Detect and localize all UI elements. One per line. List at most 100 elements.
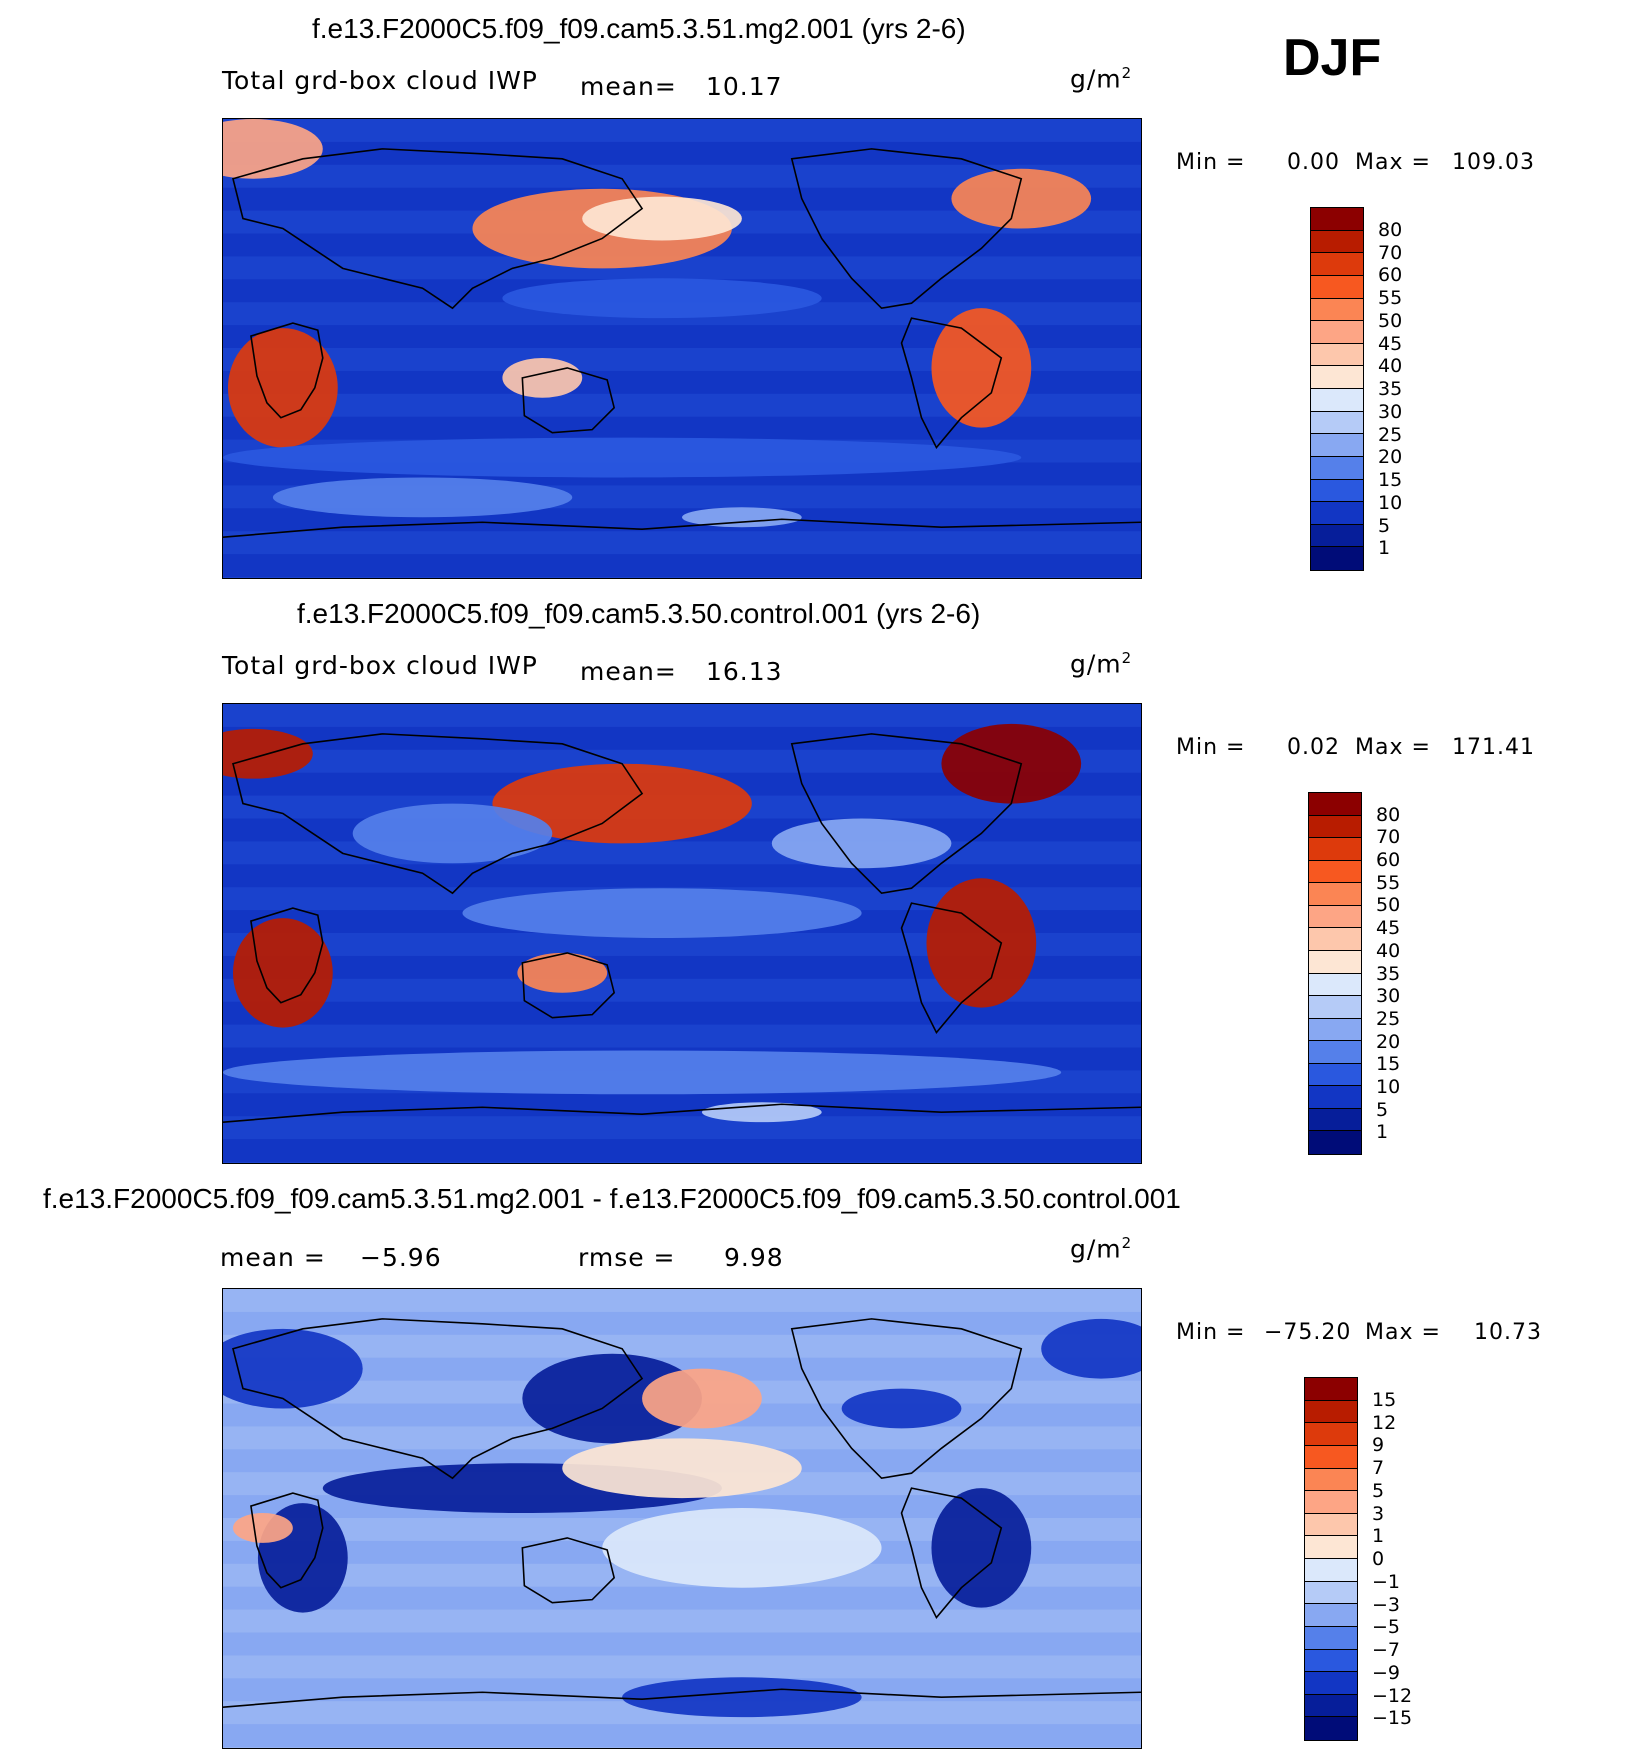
- colorbar-level-label: 1: [1372, 1525, 1385, 1548]
- panel-2-max-value: 171.41: [1452, 735, 1535, 760]
- colorbar-swatch: [1311, 479, 1363, 503]
- colorbar-swatch: [1311, 366, 1363, 389]
- panel-1-max-value: 109.03: [1452, 150, 1535, 175]
- map-field-band: [223, 749, 1141, 773]
- colorbar-swatch: [1305, 1626, 1357, 1650]
- colorbar-swatch: [1309, 905, 1361, 929]
- colorbar-swatch: [1309, 1108, 1361, 1132]
- coastline: [790, 733, 1023, 895]
- map-field-contour: [931, 1488, 1032, 1608]
- map-field-band: [223, 1162, 1141, 1163]
- map-field-contour: [771, 818, 952, 869]
- coastline: [521, 952, 616, 1019]
- map-field-contour: [517, 952, 608, 993]
- map-field-band: [223, 119, 1141, 142]
- colorbar-level-label: 70: [1378, 241, 1403, 264]
- map-field-band: [223, 164, 1141, 188]
- coastline: [223, 1103, 1141, 1123]
- map-field-contour: [272, 477, 573, 518]
- map-field-contour: [352, 803, 553, 864]
- colorbar-level-label: 35: [1376, 962, 1401, 985]
- panel-3-max-value: 10.73: [1474, 1320, 1542, 1345]
- map-field-contour: [502, 278, 822, 319]
- colorbar-level-label: 15: [1376, 1053, 1401, 1076]
- map-field-contour: [223, 437, 1022, 478]
- colorbar-swatch: [1311, 524, 1363, 548]
- colorbar-swatch: [1305, 1559, 1357, 1582]
- map-field-band: [223, 393, 1141, 417]
- map-field-band: [223, 531, 1141, 555]
- colorbar-swatch: [1309, 815, 1361, 839]
- coastline: [790, 148, 1023, 310]
- colorbar-level-label: 60: [1376, 849, 1401, 872]
- coastline: [521, 367, 616, 434]
- map-field-band: [223, 978, 1141, 1002]
- coastline: [900, 902, 1003, 1035]
- colorbar-level-label: 15: [1378, 469, 1403, 491]
- colorbar-swatch: [1305, 1604, 1357, 1627]
- colorbar-level-label: 20: [1378, 446, 1403, 469]
- colorbar-level-label: 10: [1376, 1075, 1401, 1098]
- map-field-contour: [951, 168, 1092, 229]
- colorbar-level-label: 15: [1372, 1388, 1397, 1411]
- map-field-contour: [223, 1050, 1062, 1095]
- colorbar-level-label: 3: [1372, 1502, 1385, 1525]
- colorbar-swatch: [1309, 793, 1361, 816]
- panel-1-units: g/m2: [1070, 64, 1133, 94]
- map-field-contour: [642, 1368, 762, 1429]
- colorbar-swatch: [1311, 321, 1363, 344]
- panel-2-max-label: Max =: [1355, 735, 1431, 760]
- map-field-contour: [682, 507, 802, 528]
- colorbar-level-label: 55: [1378, 287, 1403, 309]
- panel-3-min-value: −75.20: [1264, 1320, 1352, 1345]
- colorbar-level-label: −9: [1372, 1661, 1401, 1684]
- panel-3-min-label: Min =: [1176, 1320, 1246, 1345]
- colorbar-swatch: [1305, 1513, 1357, 1537]
- colorbar-swatch: [1309, 1131, 1361, 1154]
- map-field-band: [223, 1655, 1141, 1679]
- colorbar-level-label: 70: [1376, 826, 1401, 849]
- panel-1-mean-value: 10.17: [706, 72, 783, 101]
- colorbar-level-label: 45: [1378, 332, 1403, 355]
- colorbar-level-label: −15: [1372, 1707, 1413, 1730]
- colorbar-swatch: [1305, 1672, 1357, 1695]
- panel-2-title: f.e13.F2000C5.f09_f09.cam5.3.50.control.…: [297, 598, 981, 629]
- panel-3-colorbar: [1304, 1377, 1358, 1741]
- colorbar-level-label: 80: [1376, 803, 1401, 826]
- panel-3-mean-value: −5.96: [360, 1243, 442, 1272]
- colorbar-level-label: 40: [1376, 939, 1401, 962]
- colorbar-swatch: [1305, 1491, 1357, 1514]
- panel-1-min-value: 0.00: [1287, 150, 1340, 175]
- panel-2-min-value: 0.02: [1287, 735, 1340, 760]
- map-field-band: [223, 1116, 1141, 1140]
- colorbar-level-label: 35: [1378, 378, 1403, 400]
- colorbar-level-label: 7: [1372, 1457, 1385, 1479]
- panel-2-mean-value: 16.13: [706, 657, 783, 686]
- panel-3-map: [222, 1288, 1142, 1749]
- map-field-band: [223, 1024, 1141, 1048]
- colorbar-swatch: [1309, 883, 1361, 906]
- colorbar-level-label: 0: [1372, 1548, 1385, 1570]
- colorbar-level-label: 60: [1378, 264, 1403, 287]
- coastline: [250, 1492, 324, 1589]
- panel-3-units: g/m2: [1070, 1234, 1133, 1264]
- coastline: [250, 322, 324, 419]
- colorbar-level-label: −1: [1372, 1570, 1401, 1593]
- panel-3-rmse-label: rmse =: [578, 1243, 676, 1272]
- coastline: [900, 317, 1003, 450]
- panel-1-min-label: Min =: [1176, 150, 1246, 175]
- colorbar-swatch: [1309, 1063, 1361, 1087]
- colorbar-level-label: 5: [1378, 514, 1391, 537]
- colorbar-swatch: [1305, 1649, 1357, 1673]
- colorbar-level-label: −5: [1372, 1616, 1401, 1639]
- colorbar-swatch: [1309, 1086, 1361, 1109]
- colorbar-swatch: [1305, 1445, 1357, 1469]
- panel-2-colorbar: [1308, 792, 1362, 1155]
- colorbar-level-label: 50: [1376, 894, 1401, 917]
- colorbar-level-label: 30: [1378, 400, 1403, 423]
- panel-1-colorbar: [1310, 207, 1364, 571]
- map-field-contour: [841, 1388, 962, 1429]
- colorbar-level-label: −12: [1372, 1684, 1413, 1707]
- map-field-contour: [462, 888, 862, 938]
- colorbar-swatch: [1311, 456, 1363, 480]
